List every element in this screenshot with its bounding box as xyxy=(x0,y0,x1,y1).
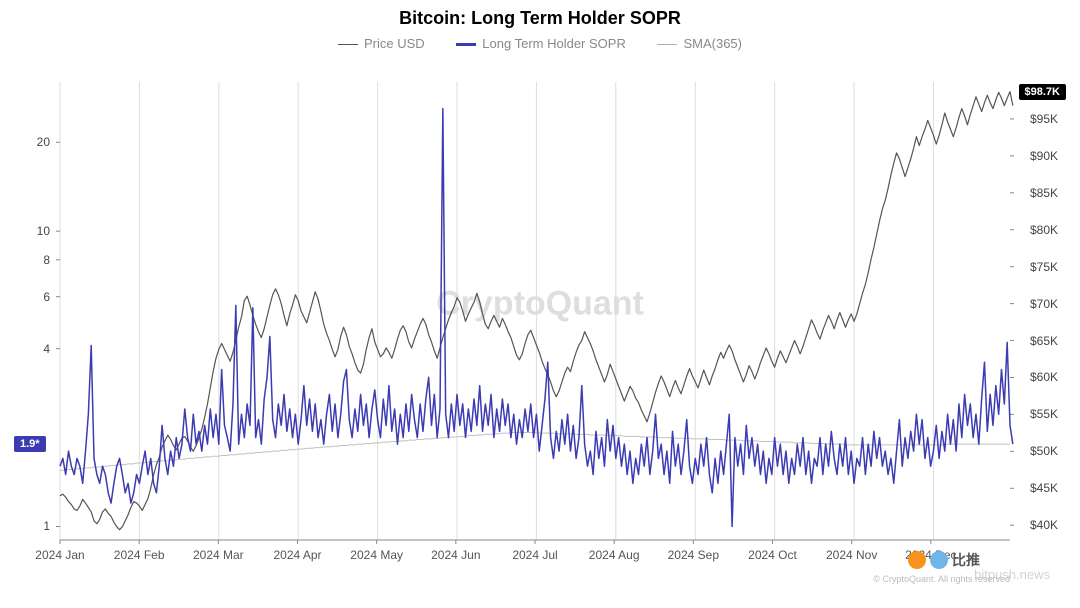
left-axis-badge: 1.9* xyxy=(14,436,46,452)
copyright: © CryptoQuant. All rights reserved xyxy=(873,574,1010,584)
y-axis-right: $40K$45K$50K$55K$60K$65K$70K$75K$80K$85K… xyxy=(1024,82,1080,540)
brand-dot-1 xyxy=(908,551,926,569)
x-axis: 2024 Jan2024 Feb2024 Mar2024 Apr2024 May… xyxy=(60,548,1010,566)
y-axis-left: 14681020 xyxy=(0,82,56,540)
legend-swatch-sopr xyxy=(456,43,476,46)
right-axis-badge: $98.7K xyxy=(1019,84,1066,100)
legend-item-price: Price USD xyxy=(338,36,425,51)
chart-title: Bitcoin: Long Term Holder SOPR xyxy=(0,8,1080,29)
legend-item-sma: SMA(365) xyxy=(657,36,742,51)
plot-area xyxy=(60,82,1010,540)
legend-swatch-price xyxy=(338,44,358,46)
legend: Price USD Long Term Holder SOPR SMA(365) xyxy=(0,36,1080,51)
chart-svg xyxy=(60,82,1010,540)
legend-item-sopr: Long Term Holder SOPR xyxy=(456,36,626,51)
brand-logo: 比推 xyxy=(908,550,980,570)
chart-container: { "title":"Bitcoin: Long Term Holder SOP… xyxy=(0,0,1080,608)
legend-swatch-sma xyxy=(657,44,677,46)
brand-dot-2 xyxy=(930,551,948,569)
